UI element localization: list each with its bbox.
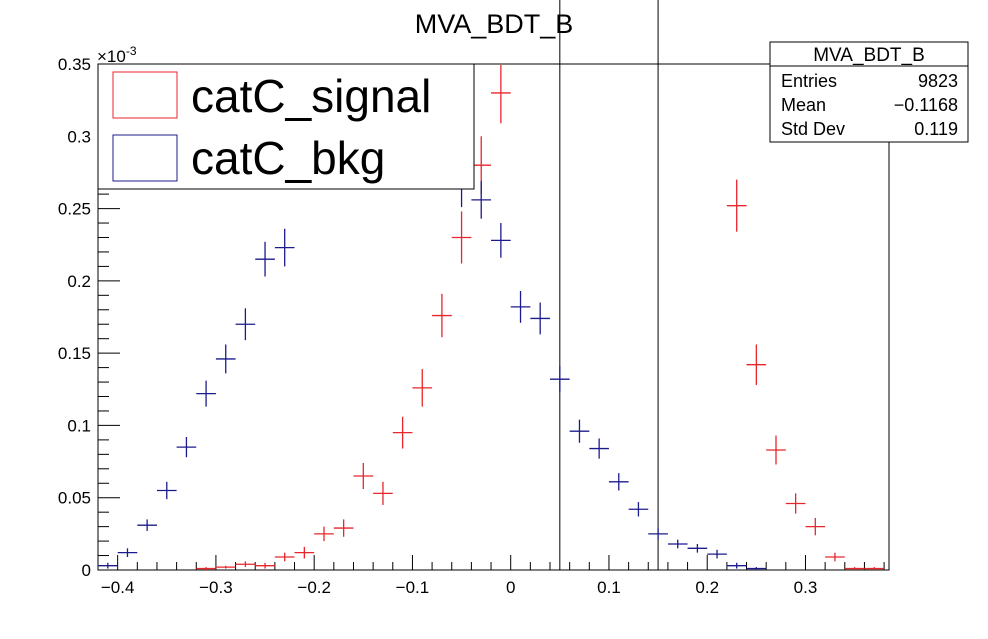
stats-box-frame — [769, 41, 969, 143]
data-point — [746, 344, 767, 385]
data-point — [766, 435, 786, 465]
data-point — [628, 502, 649, 517]
data-point — [805, 517, 826, 536]
legend-label-signal: catC_signal — [191, 70, 431, 122]
y-axis-exponent-power: -3 — [126, 44, 137, 58]
data-point — [196, 380, 216, 407]
y-tick-label: 0.05 — [58, 489, 91, 508]
y-tick-label: 0.35 — [58, 55, 91, 74]
stats-stddev-value: 0.119 — [914, 119, 958, 139]
data-point — [392, 416, 413, 449]
data-point — [373, 481, 393, 505]
data-point — [432, 293, 452, 338]
vertical-lines-group — [559, 0, 659, 570]
data-point — [156, 481, 177, 500]
data-point — [530, 302, 550, 335]
x-axis: −0.4 −0.3 −0.2 −0.1 0 0.1 0.2 0.3 — [97, 555, 885, 597]
series-catC_signal — [196, 65, 885, 570]
x-tick-label: 0.3 — [794, 578, 818, 597]
data-point — [235, 308, 256, 341]
data-point — [255, 562, 275, 569]
data-point — [687, 543, 708, 553]
data-point — [491, 223, 511, 258]
data-point — [667, 539, 688, 549]
stats-entries-value: 9823 — [918, 71, 958, 91]
y-axis-exponent-base: ×10 — [97, 47, 126, 66]
x-tick-label: −0.4 — [101, 578, 135, 597]
data-point — [215, 344, 236, 374]
data-point — [726, 562, 747, 569]
data-point — [353, 463, 374, 490]
x-tick-label: −0.1 — [396, 578, 430, 597]
y-tick-label: 0.25 — [58, 200, 91, 219]
data-point — [196, 567, 216, 570]
y-axis: 0 0.05 0.1 0.15 0.2 0.25 0.3 0.35 — [58, 55, 120, 580]
legend-swatch-bkg — [112, 134, 178, 182]
data-point — [785, 493, 806, 514]
chart-title: MVA_BDT_B — [415, 9, 574, 39]
y-axis-exponent: ×10-3 — [97, 44, 137, 66]
data-point — [608, 473, 629, 491]
data-point — [274, 228, 295, 267]
data-point — [412, 369, 433, 407]
data-point — [589, 438, 609, 459]
y-tick-label: 0.3 — [67, 127, 91, 146]
y-tick-label: 0.2 — [67, 272, 91, 291]
plot-frame — [97, 63, 890, 571]
data-point — [491, 65, 511, 124]
stats-entries-label: Entries — [781, 71, 837, 91]
data-point — [746, 567, 767, 570]
x-tick-label: 0.2 — [695, 578, 719, 597]
data-point — [707, 549, 727, 559]
data-point — [98, 562, 118, 569]
stats-mean-value: −0.1168 — [894, 95, 958, 115]
y-tick-label: 0.1 — [67, 416, 91, 435]
data-point — [274, 552, 295, 562]
stats-stddev-label: Std Dev — [781, 119, 845, 139]
data-point — [294, 546, 315, 559]
y-tick-label: 0 — [82, 561, 91, 580]
data-point — [333, 519, 354, 537]
stats-box-title: MVA_BDT_B — [813, 45, 925, 66]
stats-box: MVA_BDT_B Entries 9823 Mean −0.1168 Std … — [769, 41, 969, 143]
x-tick-label: 0.1 — [597, 578, 621, 597]
data-point — [844, 567, 865, 570]
data-point — [235, 561, 256, 568]
data-point — [864, 567, 885, 570]
data-point — [117, 548, 138, 557]
data-point — [137, 519, 157, 531]
data-point — [550, 366, 570, 393]
stats-mean-label: Mean — [781, 95, 826, 115]
data-point — [255, 241, 275, 277]
y-tick-label: 0.15 — [58, 344, 91, 363]
legend-box — [97, 63, 475, 190]
data-point — [314, 526, 334, 542]
data-point — [825, 552, 845, 562]
x-tick-label: −0.2 — [297, 578, 331, 597]
x-tick-label: 0 — [506, 578, 515, 597]
data-point — [471, 181, 492, 219]
data-point — [215, 565, 236, 569]
data-point — [451, 211, 472, 264]
x-tick-label: −0.3 — [199, 578, 233, 597]
legend: catC_signal catC_bkg — [97, 63, 475, 190]
legend-swatch-signal — [112, 71, 178, 119]
data-point — [648, 528, 668, 540]
data-point — [726, 179, 747, 232]
legend-label-bkg: catC_bkg — [191, 132, 385, 184]
data-point — [510, 290, 531, 323]
data-point — [569, 419, 590, 443]
data-point — [176, 436, 197, 458]
